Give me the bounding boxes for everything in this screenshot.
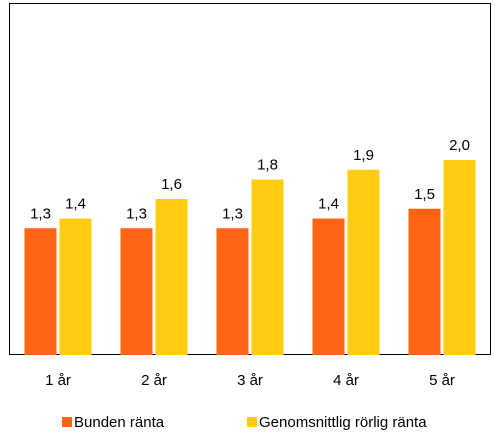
x-tick-labels-group: 1 år 2 år 3 år 4 år 5 år	[45, 372, 455, 389]
x-tick-label-3: 3 år	[237, 372, 263, 389]
data-label-series-2-5: 2,0	[449, 137, 470, 154]
bar-series-2-2	[155, 199, 188, 355]
bar-series-1-5	[408, 208, 441, 355]
data-label-series-1-2: 1,3	[126, 205, 147, 222]
data-label-series-2-4: 1,9	[353, 147, 374, 164]
bar-series-1-1	[24, 228, 57, 355]
bars-group	[24, 160, 476, 355]
data-labels-group: 1,3 1,4 1,3 1,6 1,3 1,8 1,4 1,9 1,5 2,0	[30, 137, 470, 222]
legend-label-1: Bunden ränta	[74, 414, 165, 431]
x-tick-label-4: 4 år	[333, 372, 359, 389]
data-label-series-1-4: 1,4	[318, 196, 339, 213]
data-label-series-1-5: 1,5	[414, 186, 435, 203]
legend: Bunden ränta Genomsnittlig rörlig ränta	[62, 414, 427, 431]
legend-label-2: Genomsnittlig rörlig ränta	[259, 414, 427, 431]
bar-series-2-5	[443, 160, 476, 355]
x-tick-label-1: 1 år	[45, 372, 71, 389]
bar-series-2-4	[347, 169, 380, 355]
bar-series-2-3	[251, 179, 284, 355]
legend-swatch-1	[62, 417, 72, 427]
x-tick-label-5: 5 år	[429, 372, 455, 389]
data-label-series-1-3: 1,3	[222, 205, 243, 222]
bar-series-1-4	[312, 218, 345, 355]
legend-swatch-2	[247, 417, 257, 427]
bar-series-1-3	[216, 228, 249, 355]
data-label-series-2-2: 1,6	[161, 176, 182, 193]
bar-series-2-1	[59, 218, 92, 355]
data-label-series-2-3: 1,8	[257, 157, 278, 174]
bar-series-1-2	[120, 228, 153, 355]
data-label-series-1-1: 1,3	[30, 205, 51, 222]
data-label-series-2-1: 1,4	[65, 196, 86, 213]
x-tick-label-2: 2 år	[141, 372, 167, 389]
